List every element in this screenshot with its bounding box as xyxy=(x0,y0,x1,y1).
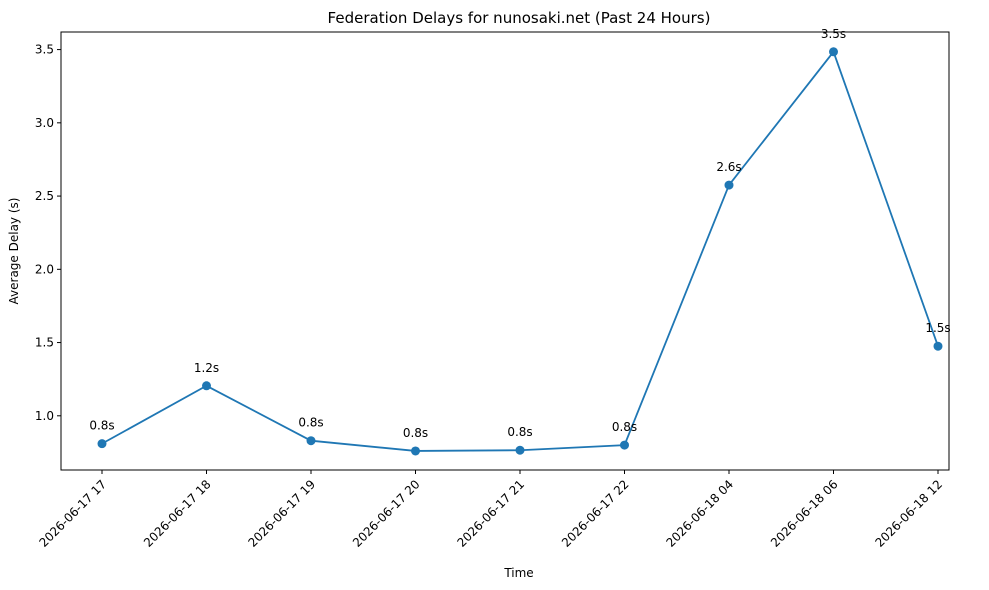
data-point xyxy=(829,47,838,57)
y-tick-label: 3.5 xyxy=(35,43,54,57)
plot-area xyxy=(60,31,950,471)
data-point xyxy=(515,445,525,455)
y-axis-label: Average Delay (s) xyxy=(7,198,21,305)
data-label: 0.8s xyxy=(298,416,323,430)
data-label: 1.2s xyxy=(194,361,219,375)
data-label: 0.8s xyxy=(507,425,532,439)
data-label: 0.8s xyxy=(403,426,428,440)
data-label: 3.5s xyxy=(821,27,846,41)
data-point xyxy=(933,341,943,351)
y-axis: 1.0 1.5 2.0 2.5 3.0 3.5 xyxy=(35,43,61,423)
data-point xyxy=(202,381,211,391)
data-point xyxy=(620,440,629,450)
data-label: 1.5s xyxy=(925,321,950,335)
data-label: 2.6s xyxy=(716,160,741,174)
y-tick-label: 2.0 xyxy=(35,262,54,276)
y-tick-label: 3.0 xyxy=(35,116,54,130)
data-label: 0.8s xyxy=(89,419,114,433)
chart-title: Federation Delays for nunosaki.net (Past… xyxy=(328,9,711,27)
data-labels: 0.8s 1.2s 0.8s 0.8s 0.8s 0.8s 2.6s 3.5s 1.5s xyxy=(89,27,950,440)
x-tick-label: 2026-06-18 04 xyxy=(663,477,736,550)
data-points xyxy=(97,47,943,456)
data-point xyxy=(724,180,734,190)
x-tick-label: 2026-06-17 22 xyxy=(559,477,632,550)
y-tick-label: 2.5 xyxy=(35,189,54,203)
x-axis: 2026-06-17 17 2026-06-17 18 2026-06-17 19 2… xyxy=(36,470,945,550)
x-tick-label: 2026-06-17 20 xyxy=(350,477,423,550)
x-tick-label: 2026-06-17 18 xyxy=(141,477,214,550)
x-axis-label: Time xyxy=(503,566,533,580)
x-tick-label: 2026-06-17 21 xyxy=(454,477,527,550)
x-tick-label: 2026-06-18 12 xyxy=(872,477,945,550)
data-point xyxy=(306,436,316,446)
data-label: 0.8s xyxy=(612,420,637,434)
y-tick-label: 1.0 xyxy=(35,409,54,423)
y-tick-label: 1.5 xyxy=(35,336,54,350)
x-tick-label: 2026-06-18 06 xyxy=(768,477,841,550)
data-point xyxy=(411,446,420,456)
data-point xyxy=(97,439,107,449)
series-line xyxy=(101,49,939,452)
x-tick-label: 2026-06-17 17 xyxy=(36,477,109,550)
x-tick-label: 2026-06-17 19 xyxy=(245,477,318,550)
